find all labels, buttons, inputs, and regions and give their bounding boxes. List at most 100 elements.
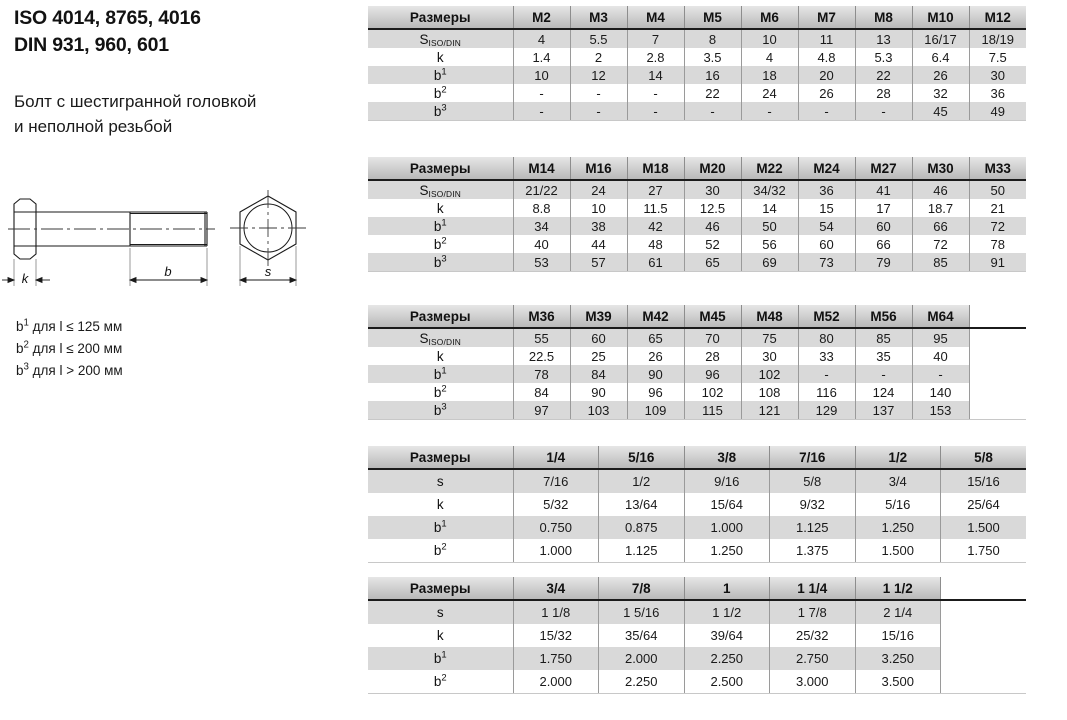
table-cell: 3.500 xyxy=(854,670,941,694)
table-cell: 30 xyxy=(740,347,798,365)
product-info-panel: ISO 4014, 8765, 4016 DIN 931, 960, 601 Б… xyxy=(0,0,360,720)
table-cell: 18.7 xyxy=(911,199,969,217)
table-header-row: Размеры M2 M3 M4 M5 M6 M7 M8 M10 M12 xyxy=(368,6,1026,30)
table-cell xyxy=(940,600,1026,624)
table-row: b1 10 12 14 16 18 20 22 26 30 xyxy=(368,66,1026,84)
table-cell: 80 xyxy=(797,328,855,347)
table-cell: 108 xyxy=(740,383,798,401)
column-header-1-1-2: 1 1/2 xyxy=(854,577,941,601)
table-cell: - xyxy=(854,365,912,383)
table-cell: 11 xyxy=(797,29,855,48)
table-cell: 22 xyxy=(683,84,741,102)
table-row: b1 0.750 0.875 1.000 1.125 1.250 1.500 xyxy=(368,516,1026,539)
table-cell: 1.125 xyxy=(598,539,684,563)
table-cell: 2.250 xyxy=(598,670,684,694)
table-cell: 103 xyxy=(569,401,627,420)
table-row: b3- - - - - - -45 49 xyxy=(368,102,1026,121)
table-cell: - xyxy=(626,102,684,121)
table-cell: 27 xyxy=(626,180,684,199)
column-header-M24: M24 xyxy=(797,157,855,181)
row-label-b1: b1 xyxy=(368,365,513,383)
column-header-3-8: 3/8 xyxy=(683,446,770,470)
description-line-2: и неполной резьбой xyxy=(14,116,173,136)
row-label-S: SISO/DIN xyxy=(368,29,513,48)
table-cell: 1.000 xyxy=(512,539,599,563)
table-cell: 22 xyxy=(854,66,912,84)
table-row: k 22.5 25 26 28 30 33 35 40 xyxy=(368,347,1026,365)
table-cell: 96 xyxy=(626,383,684,401)
table-cell: 8 xyxy=(683,29,741,48)
table-cell: 4 xyxy=(740,48,798,66)
row-label-k: k xyxy=(368,624,513,647)
row-label-b2: b2 xyxy=(368,670,513,694)
table-cell: 12.5 xyxy=(683,199,741,217)
table-cell: 102 xyxy=(683,383,741,401)
table-cell: 73 xyxy=(797,253,855,272)
table-cell: 1.750 xyxy=(940,539,1026,563)
table-cell: 40 xyxy=(911,347,969,365)
table-cell: 26 xyxy=(797,84,855,102)
table-cell: 15/64 xyxy=(683,493,770,516)
table-cell: 22.5 xyxy=(512,347,570,365)
table-cell: - xyxy=(512,102,570,121)
table-cell: 53 xyxy=(512,253,570,272)
table-row: s 7/16 1/2 9/16 5/8 3/4 15/16 xyxy=(368,469,1026,493)
table-cell: - xyxy=(911,365,969,383)
table-cell: 70 xyxy=(683,328,741,347)
row-label-b3: b3 xyxy=(368,253,513,272)
table-cell: 5/8 xyxy=(769,469,855,493)
table-cell: 60 xyxy=(569,328,627,347)
table-cell xyxy=(968,365,1026,383)
table-cell: 36 xyxy=(797,180,855,199)
spec-table-metric-2: Размеры M14 M16 M18 M20 M22 M24 M27 M30 M33 SISO/D… xyxy=(368,157,1026,272)
table-row: SISO/DIN 4 5.5 7 8 10 11 13 16/17 18/19 xyxy=(368,29,1026,48)
table-cell: 34/32 xyxy=(740,180,798,199)
column-header-M22: M22 xyxy=(740,157,798,181)
spec-table-imperial-2: Размеры 3/4 7/8 1 1 1/4 1 1/2 s 1 1/8 1 5/16 1 1/… xyxy=(368,577,1026,694)
table-cell: 36 xyxy=(968,84,1026,102)
table-cell: 18 xyxy=(740,66,798,84)
row-label-S: SISO/DIN xyxy=(368,328,513,347)
table-cell: 21/22 xyxy=(512,180,570,199)
table-cell: 55 xyxy=(512,328,570,347)
table-cell: 84 xyxy=(569,365,627,383)
table-cell xyxy=(968,347,1026,365)
table-row: k 1.4 2 2.8 3.5 4 4.8 5.3 6.4 7.5 xyxy=(368,48,1026,66)
table-cell: 8.8 xyxy=(512,199,570,217)
column-header-M14: M14 xyxy=(512,157,570,181)
column-header-M33: M33 xyxy=(968,157,1026,181)
table-cell: 50 xyxy=(968,180,1026,199)
table-cell: 2.500 xyxy=(683,670,770,694)
table-cell: 54 xyxy=(797,217,855,235)
table-cell: 48 xyxy=(626,235,684,253)
column-header-5-8: 5/8 xyxy=(940,446,1026,470)
row-label-b2: b2 xyxy=(368,84,513,102)
table-row: k 15/32 35/64 39/64 25/32 15/16 xyxy=(368,624,1026,647)
table-row: b3 97 103 109 115 121 129 137 153 xyxy=(368,401,1026,420)
column-header-M6: M6 xyxy=(740,6,798,30)
table-cell: - xyxy=(740,102,798,121)
table-cell: 109 xyxy=(626,401,684,420)
table-cell: 20 xyxy=(797,66,855,84)
table-cell: 72 xyxy=(968,217,1026,235)
table-cell: 2.250 xyxy=(683,647,770,670)
table-cell: 3.000 xyxy=(769,670,855,694)
table-cell: 96 xyxy=(683,365,741,383)
table-cell: 2.8 xyxy=(626,48,684,66)
table-cell: 46 xyxy=(911,180,969,199)
table-row: b1 34 38 42 46 50 54 60 66 72 xyxy=(368,217,1026,235)
footnote-2: b2 для l ≤ 200 мм xyxy=(16,339,123,356)
table-cell: 116 xyxy=(797,383,855,401)
table-cell: 1.4 xyxy=(512,48,570,66)
column-header-M30: M30 xyxy=(911,157,969,181)
column-header-M39: M39 xyxy=(569,305,627,329)
table-cell: 84 xyxy=(512,383,570,401)
table-cell: 30 xyxy=(683,180,741,199)
dimension-k xyxy=(2,276,50,284)
table-cell: 4 xyxy=(512,29,570,48)
table-cell: 49 xyxy=(968,102,1026,121)
table-cell: 0.750 xyxy=(512,516,599,539)
table-cell: 15/16 xyxy=(854,624,941,647)
table-cell: 2 1/4 xyxy=(854,600,941,624)
table-cell: 129 xyxy=(797,401,855,420)
